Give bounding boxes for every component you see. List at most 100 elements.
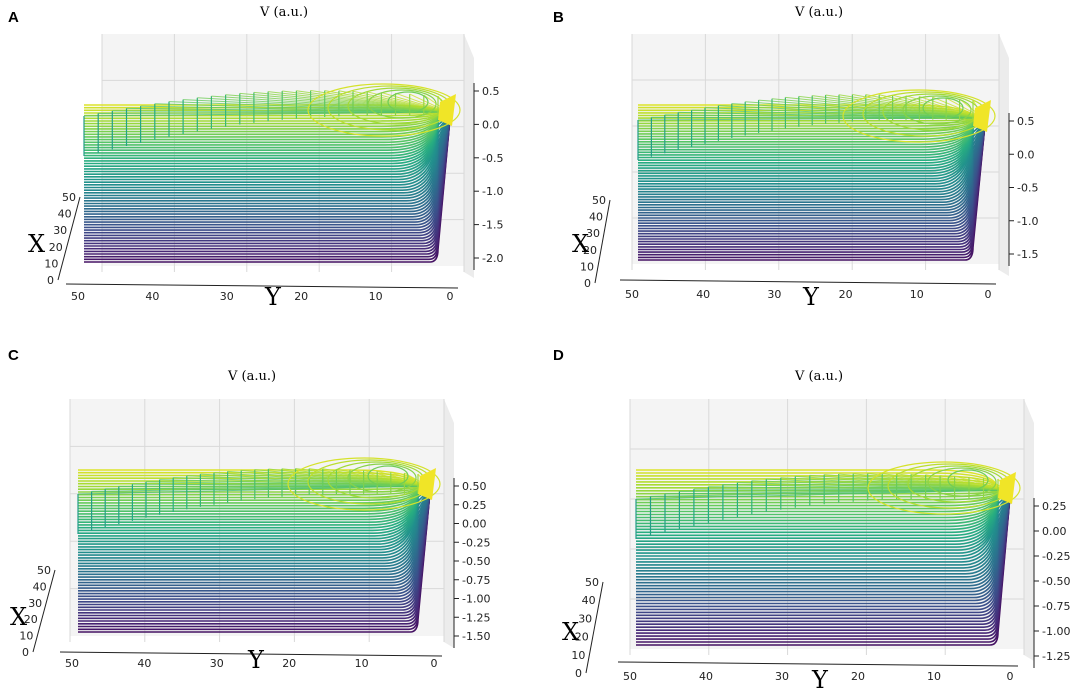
- x-tick-label: 30: [586, 227, 600, 240]
- y-axis-label: Y: [811, 666, 829, 693]
- z-tick-label: -1.0: [1017, 215, 1038, 228]
- x-tick-label: 40: [33, 580, 47, 593]
- peak-marker: [998, 472, 1016, 504]
- chart-title: V (a.u.): [259, 5, 308, 20]
- x-tick-label: 20: [583, 244, 597, 257]
- contour-loop: [367, 89, 437, 119]
- z-tick-label: -0.75: [1042, 600, 1070, 613]
- contour-loop: [287, 457, 441, 511]
- x-tick-label: 20: [575, 631, 589, 644]
- z-tick-label: -2.0: [482, 252, 503, 265]
- y-tick-label: 50: [623, 670, 637, 683]
- contour-lines: [637, 89, 996, 261]
- contour-loop: [922, 97, 964, 119]
- chart-title: V (a.u.): [227, 369, 276, 384]
- z-tick-label: 0.50: [462, 480, 487, 493]
- x-tick-label: 0: [584, 277, 591, 290]
- y-axis-line: [619, 279, 997, 285]
- side-pane: [444, 399, 454, 648]
- x-axis-label: X: [28, 230, 45, 258]
- y-axis-line: [617, 661, 1019, 667]
- z-tick-label: -1.00: [462, 593, 490, 606]
- x-axis-line: [32, 569, 56, 653]
- x-tick-label: 0: [22, 646, 29, 659]
- y-tick-label: 40: [145, 290, 159, 303]
- x-axis-line: [594, 199, 611, 284]
- z-tick-label: -1.0: [482, 185, 503, 198]
- x-tick-label: 10: [19, 630, 33, 643]
- x-tick-label: 30: [53, 224, 67, 237]
- x-tick-label: 50: [62, 191, 76, 204]
- z-tick-label: 0.25: [462, 499, 487, 512]
- panel-d: D V (a.u.) 50 40 30 20 10 0 Y 0 10 20 30 40 50 X 0.25 0.0…: [553, 347, 1070, 693]
- z-tick-label: 0.5: [482, 85, 500, 98]
- x-tick-label: 30: [28, 597, 42, 610]
- z-tick-label: 0.00: [462, 518, 487, 531]
- y-tick-label: 0: [431, 657, 438, 670]
- x-tick-label: 40: [58, 208, 72, 221]
- y-tick-label: 40: [137, 657, 151, 670]
- z-tick-label: -1.00: [1042, 625, 1070, 638]
- contour-lines: [77, 457, 441, 633]
- peak-marker: [438, 94, 456, 126]
- z-tick-label: 0.25: [1042, 500, 1067, 513]
- x-tick-label: 20: [49, 241, 63, 254]
- y-tick-label: 30: [220, 290, 234, 303]
- y-tick-label: 20: [282, 657, 296, 670]
- panel-c: C V (a.u.) 50 40 30 20 10 0 Y 0 10 20 30 40 50 X 0.50 0.2…: [8, 347, 490, 674]
- y-axis-label: Y: [264, 283, 282, 311]
- z-tick-label: -1.5: [1017, 248, 1038, 261]
- contour-loop: [927, 467, 997, 497]
- z-tick-label: -1.5: [482, 219, 503, 232]
- y-tick-label: 0: [1007, 670, 1014, 683]
- contour-loop: [387, 91, 429, 113]
- x-axis-label: X: [10, 603, 27, 631]
- y-tick-label: 50: [65, 657, 79, 670]
- y-axis-label: Y: [247, 646, 265, 674]
- y-axis-label: Y: [802, 283, 820, 311]
- z-tick-label: 0.0: [482, 118, 500, 131]
- y-tick-label: 10: [927, 670, 941, 683]
- z-tick-label: -1.50: [462, 630, 490, 643]
- contour-loop: [842, 89, 996, 143]
- chart-title: V (a.u.): [794, 369, 843, 384]
- z-tick-label: -0.5: [1017, 182, 1038, 195]
- x-tick-label: 0: [575, 667, 582, 680]
- contour-loop: [867, 461, 1021, 515]
- y-tick-label: 10: [369, 290, 383, 303]
- x-tick-label: 50: [592, 194, 606, 207]
- x-axis-label: X: [562, 618, 579, 646]
- x-tick-label: 30: [578, 612, 592, 625]
- z-tick-label: -0.5: [482, 152, 503, 165]
- peak-marker: [973, 100, 991, 132]
- z-tick-label: 0.5: [1017, 115, 1035, 128]
- peak-marker: [418, 468, 436, 500]
- y-tick-label: 0: [985, 288, 992, 301]
- panel-label: B: [553, 9, 564, 26]
- x-tick-label: 50: [37, 564, 51, 577]
- z-tick-label: -1.25: [462, 611, 490, 624]
- z-tick-label: -0.25: [1042, 550, 1070, 563]
- fan-line: [954, 475, 1009, 491]
- contour-loop: [367, 465, 409, 487]
- y-tick-label: 40: [699, 670, 713, 683]
- panel-label: C: [8, 347, 19, 364]
- y-tick-label: 30: [210, 657, 224, 670]
- x-tick-label: 10: [44, 257, 58, 270]
- x-tick-label: 50: [585, 576, 599, 589]
- z-tick-label: -0.25: [462, 536, 490, 549]
- contour-loop: [902, 95, 972, 125]
- x-tick-label: 40: [582, 594, 596, 607]
- x-tick-label: 0: [47, 274, 54, 287]
- y-tick-label: 40: [696, 288, 710, 301]
- x-tick-label: 10: [571, 649, 585, 662]
- y-tick-label: 30: [767, 288, 781, 301]
- panel-label: D: [553, 347, 564, 364]
- x-tick-label: 10: [580, 260, 594, 273]
- x-axis-line: [585, 581, 604, 674]
- fan-line: [892, 94, 984, 119]
- panel-b: B V (a.u.) 50 40 30 20 10 0 Y 0 10 20 30 40 50 X 0.5 0.0 -…: [553, 5, 1038, 311]
- y-tick-label: 20: [294, 290, 308, 303]
- y-tick-label: 0: [447, 290, 454, 303]
